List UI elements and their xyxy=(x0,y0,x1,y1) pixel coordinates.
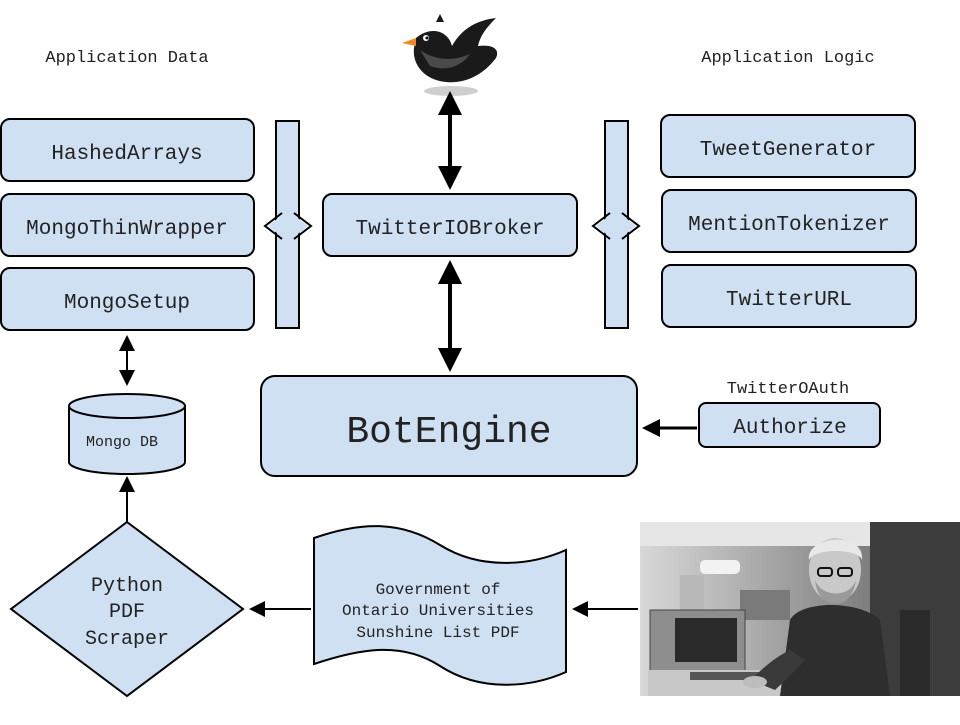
python-pdf-scraper-diamond: Python PDF Scraper xyxy=(9,520,245,698)
person-at-computer-photo xyxy=(640,522,960,696)
svg-text:Authorize: Authorize xyxy=(733,417,846,440)
svg-text:BotEngine: BotEngine xyxy=(346,411,551,454)
svg-text:Ontario Universities: Ontario Universities xyxy=(342,602,534,620)
svg-text:PDF: PDF xyxy=(109,601,145,624)
twitter-bird-icon xyxy=(402,14,498,96)
heading-application-logic: Application Logic xyxy=(701,49,874,68)
data-module-mongo-setup: MongoSetup xyxy=(0,267,255,331)
oauth-group-label: TwitterOAuth xyxy=(727,380,849,399)
svg-text:Government of: Government of xyxy=(376,581,501,599)
svg-text:MongoThinWrapper: MongoThinWrapper xyxy=(26,218,228,241)
svg-text:Sunshine List PDF: Sunshine List PDF xyxy=(356,624,519,642)
logic-module-tweet-generator: TweetGenerator xyxy=(660,114,916,178)
logic-bus-connector xyxy=(591,212,641,240)
data-bus-connector xyxy=(263,212,313,240)
bot-engine-box: BotEngine xyxy=(260,375,638,477)
svg-text:Python: Python xyxy=(91,575,163,598)
sunshine-list-document: Government of Ontario Universities Sunsh… xyxy=(313,525,567,686)
oauth-authorize-box: Authorize xyxy=(698,402,881,448)
data-module-mongo-thin-wrapper: MongoThinWrapper xyxy=(0,193,255,257)
svg-text:HashedArrays: HashedArrays xyxy=(51,143,202,166)
svg-text:TweetGenerator: TweetGenerator xyxy=(700,139,876,162)
broker-box: TwitterIOBroker xyxy=(322,193,578,257)
data-module-hashed-arrays: HashedArrays xyxy=(0,118,255,182)
svg-text:TwitterURL: TwitterURL xyxy=(726,289,852,312)
svg-text:MongoSetup: MongoSetup xyxy=(64,292,190,315)
heading-application-data: Application Data xyxy=(45,49,208,68)
svg-text:MentionTokenizer: MentionTokenizer xyxy=(688,214,890,237)
logic-module-twitter-url: TwitterURL xyxy=(661,264,917,328)
svg-text:Mongo DB: Mongo DB xyxy=(86,434,158,451)
svg-text:Scraper: Scraper xyxy=(85,628,169,651)
svg-text:TwitterIOBroker: TwitterIOBroker xyxy=(355,218,544,241)
logic-module-mention-tokenizer: MentionTokenizer xyxy=(661,189,917,253)
mongo-db-cylinder: Mongo DB xyxy=(68,393,186,475)
